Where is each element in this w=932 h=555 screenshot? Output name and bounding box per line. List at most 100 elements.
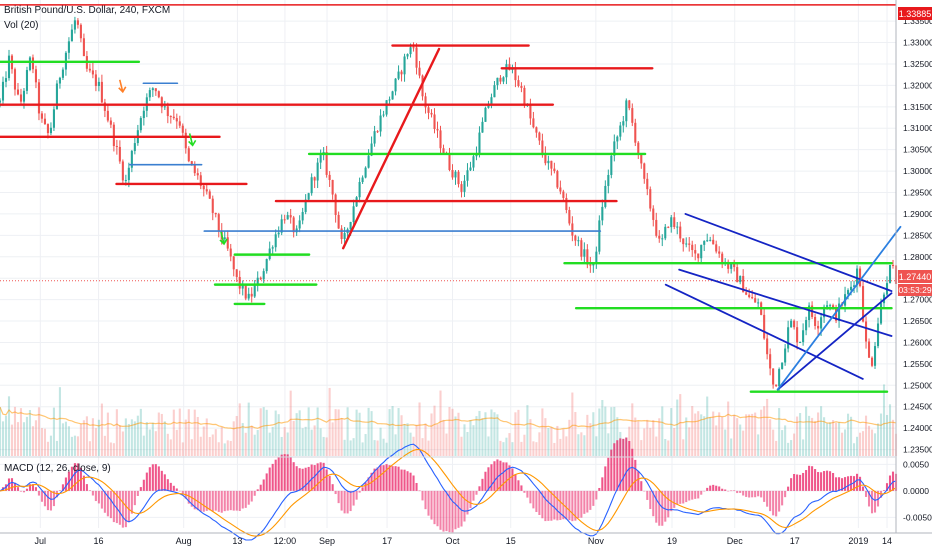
trendline_blue-trendline[interactable] [678,268,893,337]
price-tick-label[interactable]: 1.28500 [903,230,932,240]
volume-bar [58,387,61,456]
price-tick-label[interactable]: 1.23500 [903,445,932,455]
macd-label[interactable]: MACD (12, 26, close, 9) [4,463,111,474]
trendline_blue-trendline[interactable] [684,213,893,292]
macd-histogram-bar [91,490,94,496]
time-tick-label[interactable]: 17 [382,536,392,546]
volume-bar [214,429,217,456]
price-tick-label[interactable]: 1.25000 [903,380,932,390]
macd-histogram-bar [64,477,67,491]
time-tick-label[interactable]: 15 [506,536,516,546]
price-tick-label[interactable]: 1.29000 [903,209,932,219]
macd-histogram-bar [697,490,700,499]
macd-tick-label[interactable]: 0.0000 [903,486,929,496]
price-tick-label[interactable]: 1.32500 [903,59,932,69]
time-tick-label[interactable]: Sep [319,536,335,546]
volume-bar [124,418,127,456]
macd-histogram-bar [325,469,328,491]
countdown-badge [898,284,932,296]
macd-histogram-bar [40,490,43,502]
volume-bar [196,416,199,456]
time-tick-label[interactable]: Nov [588,536,605,546]
macd-histogram-bar [397,466,400,491]
time-tick-label[interactable]: 12:00 [274,536,297,546]
macd-tick-label[interactable]: 0.0050 [903,459,929,469]
symbol-title[interactable]: British Pound/U.S. Dollar, 240, FXCM [4,5,171,16]
price-tick-label[interactable]: 1.29500 [903,188,932,198]
time-tick-label[interactable]: 13 [232,536,242,546]
volume-bar [421,438,424,456]
macd-histogram-bar [139,487,142,491]
time-tick-label[interactable]: 14 [882,536,892,546]
candle-body [331,179,334,195]
time-tick-label[interactable]: 16 [94,536,104,546]
trendline_blue-trendline[interactable] [664,283,864,380]
macd-histogram-bar [553,490,556,520]
macd-histogram-bar [838,477,841,491]
candle-body [598,220,601,252]
macd-histogram-bar [190,490,193,507]
volume-bar [568,419,571,456]
price-tick-label[interactable]: 1.32000 [903,80,932,90]
price-tick-label[interactable]: 1.33000 [903,38,932,48]
macd-histogram-bar [520,485,523,491]
time-tick-label[interactable]: 17 [790,536,800,546]
annotation-arrow[interactable] [118,79,127,94]
price-tick-label[interactable]: 1.26000 [903,337,932,347]
time-tick-label[interactable]: 2019 [848,536,868,546]
volume-label[interactable]: Vol (20) [4,20,39,31]
resistance-trendline[interactable] [341,47,441,250]
candle-body [538,132,541,141]
drawing-layer[interactable] [0,4,902,393]
price-tick-label[interactable]: 1.26500 [903,316,932,326]
volume-bar [163,421,166,456]
candle-layer[interactable] [0,16,898,392]
price-tick-label[interactable]: 1.24500 [903,402,932,412]
volume-bar [712,411,715,456]
annotation-arrow[interactable] [219,231,228,246]
time-tick-label[interactable]: Oct [445,536,460,546]
price-tick-label[interactable]: 1.31500 [903,102,932,112]
macd-histogram-bar [550,490,553,521]
macd-histogram-bar [529,490,532,504]
price-tick-label[interactable]: 1.27000 [903,295,932,305]
volume-bar [382,438,385,456]
macd-histogram-bar [855,473,859,491]
macd-histogram-bar [565,490,568,520]
macd-histogram-bar [163,474,166,491]
price-tick-label[interactable]: 1.28000 [903,252,932,262]
price-tick-label[interactable]: 1.31000 [903,123,932,133]
price-tick-label[interactable]: 1.33500 [903,16,932,26]
price-tick-label[interactable]: 1.25500 [903,359,932,369]
candle-body [586,249,589,265]
volume-bar [676,399,679,456]
candle-body [622,121,625,126]
macd-histogram-bar [25,488,29,491]
macd-histogram-bar [319,462,322,491]
candle-body [879,303,883,324]
time-tick-label[interactable]: 19 [667,536,677,546]
candle-body [223,237,226,240]
price-tick-label[interactable]: 1.30000 [903,166,932,176]
candle-body [25,70,29,91]
macd-histogram-bar [745,490,748,497]
candle-body [873,346,877,366]
volume-bar [571,392,574,456]
price-tick-label[interactable]: 1.30500 [903,145,932,155]
volume-bar [67,426,70,456]
candle-body [313,177,316,181]
candle-body [721,253,724,264]
volume-bar [328,387,331,456]
time-tick-label[interactable]: Dec [727,536,744,546]
channel_light-trendline[interactable] [776,225,902,391]
price-tick-label[interactable]: 1.24000 [903,423,932,433]
time-tick-label[interactable]: Jul [35,536,47,546]
annotation-arrow[interactable] [188,133,197,147]
macd-histogram-bar [412,475,415,491]
trendline_blue-trendline[interactable] [776,292,893,391]
time-tick-label[interactable]: Aug [176,536,192,546]
volume-bar [682,439,685,456]
macd-tick-label[interactable]: -0.0050 [903,512,932,522]
candle-body [631,108,634,123]
